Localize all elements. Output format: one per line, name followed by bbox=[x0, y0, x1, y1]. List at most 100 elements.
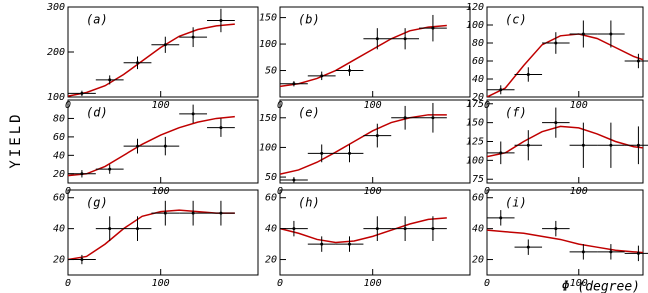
data-point bbox=[348, 242, 352, 246]
panel-label: (f) bbox=[505, 106, 527, 120]
panel: (i) 20 40 60 0 100 bbox=[472, 189, 648, 289]
fit-curve bbox=[68, 23, 235, 97]
data-point bbox=[320, 74, 324, 78]
x-axis-label: Φ (degree) bbox=[562, 280, 640, 293]
data-point bbox=[320, 242, 324, 246]
data-point bbox=[375, 37, 379, 41]
data-point bbox=[219, 19, 223, 22]
data-point bbox=[191, 112, 195, 116]
x-tick-label: 100 bbox=[570, 100, 588, 111]
panel-label: (h) bbox=[298, 196, 320, 210]
fit-curve bbox=[68, 209, 235, 261]
y-tick-label: 20 bbox=[265, 255, 277, 266]
y-tick-label: 80 bbox=[53, 113, 65, 124]
data-point bbox=[636, 59, 640, 63]
data-point bbox=[403, 37, 407, 41]
data-point bbox=[136, 227, 140, 231]
fit-curve bbox=[487, 229, 643, 254]
data-point bbox=[581, 250, 585, 254]
data-point bbox=[499, 88, 503, 92]
panel-label: (a) bbox=[86, 13, 108, 27]
y-tick-label: 40 bbox=[472, 224, 484, 235]
data-point bbox=[219, 126, 223, 130]
fit-curve bbox=[280, 114, 447, 175]
panel-frame bbox=[279, 189, 471, 276]
data-point bbox=[499, 151, 503, 155]
fit-curve bbox=[280, 24, 447, 88]
data-point bbox=[375, 134, 379, 138]
x-tick-label: 100 bbox=[152, 186, 170, 197]
y-tick-label: 75 bbox=[472, 174, 484, 185]
y-tick-label: 40 bbox=[53, 224, 65, 235]
x-tick-label: 0 bbox=[65, 278, 71, 289]
data-point bbox=[526, 143, 530, 147]
data-point bbox=[320, 151, 324, 155]
y-tick-label: 60 bbox=[472, 56, 484, 67]
x-tick-label: 100 bbox=[152, 100, 170, 111]
y-tick-label: 150 bbox=[466, 118, 484, 129]
y-axis-label: YIELD bbox=[8, 111, 24, 168]
data-point bbox=[108, 167, 112, 171]
x-tick-label: 0 bbox=[484, 278, 490, 289]
y-tick-label: 150 bbox=[259, 13, 277, 24]
panel-label: (b) bbox=[298, 13, 320, 27]
panel-frame bbox=[279, 6, 471, 98]
y-tick-label: 20 bbox=[472, 92, 484, 103]
panel-label: (d) bbox=[86, 106, 108, 120]
data-point bbox=[292, 82, 296, 86]
y-tick-label: 40 bbox=[53, 150, 65, 161]
data-point bbox=[431, 227, 435, 231]
panel-label: (i) bbox=[505, 196, 527, 210]
y-tick-label: 40 bbox=[472, 74, 484, 85]
x-tick-label: 100 bbox=[152, 278, 170, 289]
data-point bbox=[163, 144, 167, 148]
data-point bbox=[348, 69, 352, 73]
y-tick-label: 200 bbox=[47, 47, 65, 58]
data-point bbox=[554, 227, 558, 231]
x-tick-label: 100 bbox=[570, 186, 588, 197]
x-tick-label: 100 bbox=[570, 278, 588, 289]
panel: (h) 20 40 60 0 100 bbox=[265, 189, 471, 289]
y-tick-label: 60 bbox=[53, 132, 65, 143]
panel-label: (e) bbox=[298, 106, 320, 120]
data-point bbox=[375, 227, 379, 231]
data-point bbox=[526, 73, 530, 76]
x-tick-label: 100 bbox=[364, 278, 382, 289]
y-tick-label: 300 bbox=[46, 2, 65, 13]
panel-frame bbox=[67, 189, 259, 276]
y-tick-label: 100 bbox=[259, 142, 277, 153]
y-tick-label: 100 bbox=[259, 39, 277, 50]
data-point bbox=[80, 258, 84, 262]
y-tick-label: 100 bbox=[466, 20, 484, 31]
panel-frame bbox=[67, 99, 259, 184]
panel-label: (g) bbox=[86, 196, 108, 210]
data-point bbox=[609, 143, 613, 147]
data-point bbox=[108, 78, 112, 82]
data-point bbox=[431, 26, 435, 30]
data-point bbox=[636, 251, 640, 255]
data-point bbox=[581, 143, 585, 147]
data-point bbox=[191, 35, 195, 39]
data-point bbox=[554, 121, 558, 125]
data-point bbox=[499, 216, 503, 220]
y-tick-label: 100 bbox=[466, 155, 484, 166]
y-tick-label: 20 bbox=[472, 255, 484, 266]
data-point bbox=[403, 227, 407, 231]
panel-frame bbox=[279, 99, 471, 184]
y-tick-label: 60 bbox=[472, 193, 484, 204]
x-tick-label: 0 bbox=[277, 278, 283, 289]
data-point bbox=[191, 211, 195, 215]
panel-frame bbox=[486, 6, 644, 98]
data-point bbox=[554, 41, 558, 45]
data-point bbox=[163, 43, 167, 47]
data-point bbox=[403, 116, 407, 120]
y-tick-label: 20 bbox=[53, 255, 65, 266]
